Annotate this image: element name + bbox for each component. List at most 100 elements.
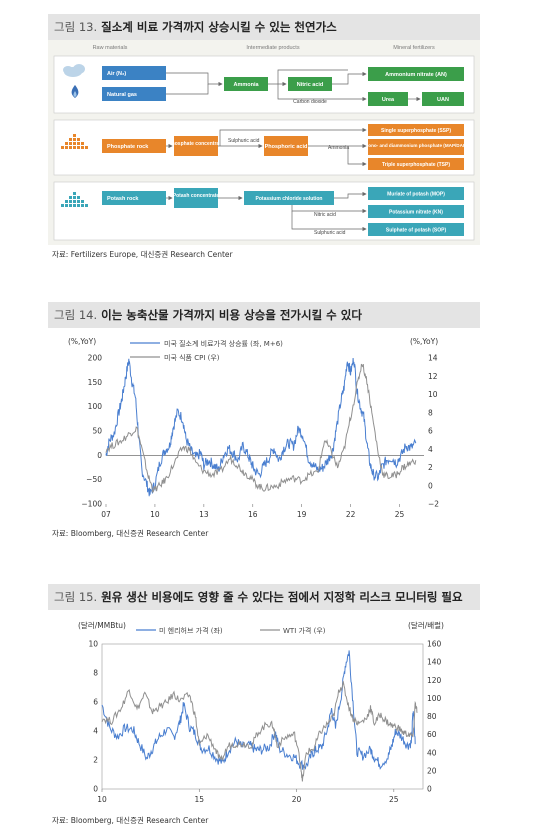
box-urea-label: Urea xyxy=(382,97,395,103)
figure-14-chart: (%,YoY) (%,YoY) 200 150 100 50 0 −50 −100 14 12 1… xyxy=(48,332,480,524)
x-tick-label: 25 xyxy=(395,510,405,519)
box-uan xyxy=(422,92,464,106)
label-ammonia-row2: Ammonia xyxy=(328,145,349,151)
x-tick-label: 22 xyxy=(346,510,356,519)
figure-13-number: 그림 13. xyxy=(54,20,98,34)
series-line-2 xyxy=(101,681,418,782)
figure-14-title: 그림 14. 이는 농축산물 가격까지 비용 상승을 전가시킬 수 있다 xyxy=(48,302,480,328)
box-nitric-acid xyxy=(288,77,332,91)
left-tick-label: 200 xyxy=(88,354,103,363)
chart-legend: 미 헨리허브 가격 (좌) WTI 가격 (우) xyxy=(136,626,326,635)
right-tick-label: 40 xyxy=(427,748,437,757)
chart-legend: 미국 질소계 비료가격 상승률 (좌, M+6) 미국 식품 CPI (우) xyxy=(130,339,283,362)
box-ssp xyxy=(368,124,464,136)
potash-pile-icon xyxy=(61,192,88,207)
box-tsp xyxy=(368,158,464,170)
left-tick-label: 100 xyxy=(88,402,103,411)
right-tick-label: 160 xyxy=(427,640,442,649)
figure-15-source: 자료: Bloomberg, 대신증권 Research Center xyxy=(52,816,209,825)
box-kn-label: Potassium nitrate (KN) xyxy=(389,210,443,216)
row3-arrows xyxy=(166,191,367,232)
header-intermediate-products: Intermediate products xyxy=(246,45,299,51)
box-potash-concentrate-label: Potash concentrate xyxy=(173,193,220,199)
right-tick-label: 6 xyxy=(428,427,433,436)
box-uan-label: UAN xyxy=(437,97,449,103)
left-axis-unit: (달러/MMBtu) xyxy=(78,621,126,630)
left-tick-label: −100 xyxy=(81,500,102,509)
box-phosphate-concentrate xyxy=(174,136,218,156)
right-tick-label: 120 xyxy=(427,676,442,685)
x-tick-label: 16 xyxy=(248,510,258,519)
legend-wti: WTI 가격 (우) xyxy=(283,626,326,635)
x-tick-label: 19 xyxy=(297,510,307,519)
box-sop-label: Sulphate of potash (SOP) xyxy=(386,228,447,234)
right-tick-label: 12 xyxy=(428,372,438,381)
box-phosphate-rock xyxy=(102,139,166,153)
figure-15-chart: (달러/MMBtu) (달러/배럴) 10 8 6 4 2 0 160 140 120 100 80… xyxy=(48,615,480,815)
right-tick-label: 4 xyxy=(428,445,433,454)
figure-15-title: 그림 15. 원유 생산 비용에도 영향 줄 수 있다는 점에서 지정학 리스크… xyxy=(48,584,480,610)
series-line-2 xyxy=(105,363,417,493)
figure-13-heading: 질소계 비료 가격까지 상승시킬 수 있는 천연가스 xyxy=(101,20,337,34)
fertilizer-flow-diagram: Raw materials Intermediate products Mine… xyxy=(48,40,480,245)
left-axis-unit: (%,YoY) xyxy=(68,337,96,346)
right-tick-label: 2 xyxy=(428,463,433,472)
box-phosphate-concentrate-label: Phosphate concentrate xyxy=(168,141,224,147)
left-tick-label: 0 xyxy=(97,451,102,460)
series-line-1 xyxy=(105,357,417,497)
figure-14-source: 자료: Bloomberg, 대신증권 Research Center xyxy=(52,529,209,538)
figure-14-heading: 이는 농축산물 가격까지 비용 상승을 전가시킬 수 있다 xyxy=(101,308,362,322)
x-tick-label: 10 xyxy=(150,510,160,519)
box-natural-gas xyxy=(102,87,166,101)
box-ammonium-nitrate xyxy=(368,67,464,81)
box-sop xyxy=(368,223,464,236)
x-tick-label: 25 xyxy=(389,795,399,804)
x-tick-label: 10 xyxy=(97,795,107,804)
x-tick-label: 20 xyxy=(292,795,302,804)
label-carbon-dioxide: Carbon dioxide xyxy=(293,99,327,105)
right-tick-label: 8 xyxy=(428,408,433,417)
box-air xyxy=(102,66,166,80)
box-ssp-label: Single superphosphate (SSP) xyxy=(381,128,451,134)
right-tick-label: 10 xyxy=(428,390,438,399)
box-ammonia-label: Ammonia xyxy=(233,82,259,88)
figure-14-number: 그림 14. xyxy=(54,308,98,322)
legend-food-cpi: 미국 식품 CPI (우) xyxy=(164,353,220,362)
box-ammonia xyxy=(224,77,268,91)
box-tsp-label: Triple superphosphate (TSP) xyxy=(382,162,450,168)
right-tick-label: 14 xyxy=(428,354,438,363)
figure-13-source: 자료: Fertilizers Europe, 대신증권 Research Ce… xyxy=(52,250,233,259)
right-tick-label: 100 xyxy=(427,694,442,703)
figure-14-chart-svg: (%,YoY) (%,YoY) 200150100500−50−10014121… xyxy=(68,337,439,519)
right-axis-unit: (%,YoY) xyxy=(410,337,438,346)
right-tick-label: 60 xyxy=(427,730,437,739)
cloud-icon xyxy=(63,64,85,77)
plot-frame xyxy=(101,643,424,790)
phosphate-pile-icon xyxy=(61,134,88,149)
row2-arrows xyxy=(166,127,367,167)
x-tick-label: 13 xyxy=(199,510,209,519)
left-tick-label: 8 xyxy=(93,669,98,678)
x-tick-label: 15 xyxy=(194,795,204,804)
right-tick-label: 0 xyxy=(427,785,432,794)
figure-15-number: 그림 15. xyxy=(54,590,98,604)
right-tick-label: 0 xyxy=(428,481,433,490)
box-map-dap xyxy=(368,139,464,155)
box-nitric-acid-label: Nitric acid xyxy=(297,82,324,88)
right-axis-unit: (달러/배럴) xyxy=(408,621,444,630)
left-tick-label: 0 xyxy=(93,785,98,794)
legend-fertilizer-price: 미국 질소계 비료가격 상승률 (좌, M+6) xyxy=(164,339,283,348)
flame-icon xyxy=(71,85,79,98)
row1-arrows xyxy=(166,69,421,102)
left-tick-label: −50 xyxy=(86,475,102,484)
x-tick-label: 07 xyxy=(101,510,111,519)
label-sulphuric-acid-row3: Sulphuric acid xyxy=(314,230,346,236)
box-air-label: Air (N₂) xyxy=(107,71,126,77)
box-potash-concentrate xyxy=(174,188,218,208)
series-line-1 xyxy=(101,650,416,770)
figure-13-title: 그림 13. 질소계 비료 가격까지 상승시킬 수 있는 천연가스 xyxy=(48,14,480,40)
box-ammonium-nitrate-label: Ammonium nitrate (AN) xyxy=(385,72,447,78)
box-potash-rock-label: Potash rock xyxy=(107,196,139,202)
left-tick-label: 50 xyxy=(92,427,102,436)
left-tick-label: 10 xyxy=(88,640,98,649)
